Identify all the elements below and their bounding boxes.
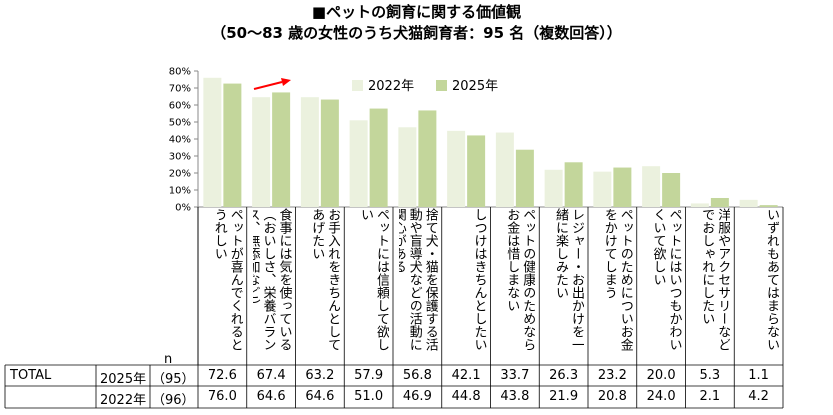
- table-cell: 23.2: [597, 368, 627, 383]
- bar-2025: [710, 197, 729, 207]
- bar-2025: [759, 205, 778, 207]
- y-tick-label: 50%: [169, 118, 191, 129]
- table-cell: 76.0: [207, 389, 237, 404]
- bar-2022: [203, 77, 222, 207]
- bar-2025: [223, 83, 242, 207]
- y-tick-label: 20%: [169, 169, 191, 180]
- bar-2022: [642, 166, 661, 207]
- y-tick-label: 40%: [169, 135, 191, 146]
- legend-swatch: [352, 80, 363, 91]
- legend-swatch: [436, 80, 447, 91]
- bar-2022: [690, 203, 709, 207]
- category-label: 食事には気を使っている（おいしさ、栄養バランス、無添加など）: [253, 208, 292, 351]
- bar-2025: [564, 162, 583, 207]
- table-cell: 44.8: [451, 389, 481, 404]
- category-label: レジャー・お出かけを一緒に楽しみたい: [553, 208, 584, 351]
- bar-2025: [369, 108, 388, 207]
- bar-2025: [418, 110, 437, 207]
- table-year-label: 2025年: [100, 372, 147, 387]
- bar-2022: [544, 169, 563, 207]
- y-tick-label: 80%: [169, 67, 191, 78]
- table-n-value: （95）: [152, 372, 195, 387]
- table-cell: 57.9: [354, 368, 384, 383]
- bar-2022: [349, 120, 368, 207]
- table-cell: 46.9: [402, 389, 432, 404]
- category-label: しつけはきちんとしたい: [471, 208, 487, 351]
- y-tick-label: 70%: [169, 84, 191, 95]
- bar-2025: [662, 173, 681, 207]
- bar-2022: [495, 132, 514, 207]
- y-tick-label: 0%: [175, 203, 191, 214]
- table-cell: 20.8: [597, 389, 627, 404]
- category-label: ペットには信頼して欲しい: [358, 208, 389, 351]
- trend-arrow-head: [281, 78, 291, 86]
- category-label: いずれもあてはまらない: [764, 208, 779, 351]
- table-cell: 67.4: [256, 368, 286, 383]
- table-cell: 4.2: [748, 389, 769, 404]
- total-label: TOTAL: [10, 368, 52, 383]
- bar-2025: [613, 167, 632, 207]
- y-tick-label: 60%: [169, 101, 191, 112]
- table-cell: 56.8: [402, 368, 432, 383]
- bar-2022: [300, 97, 319, 207]
- chart-title: ■ペットの飼育に関する価値観: [311, 3, 522, 21]
- legend-label: 2022年: [368, 79, 414, 94]
- table-cell: 26.3: [549, 368, 579, 383]
- category-label: ペットのためについお金をかけてしまう: [601, 208, 633, 351]
- table-cell: 2.1: [699, 389, 721, 404]
- bar-2025: [515, 149, 534, 207]
- bar-2025: [320, 99, 339, 207]
- bar-2022: [398, 127, 417, 207]
- table-cell: 64.6: [305, 389, 335, 404]
- y-tick-label: 30%: [169, 152, 191, 163]
- category-label: 捨て犬・猫を保護する活動や盲導犬などの活動に関心がある: [399, 208, 438, 351]
- category-label: ペットにはいつもかわいくいて欲しい: [650, 208, 682, 351]
- bar-2022: [252, 97, 271, 207]
- table-cell: 5.3: [699, 368, 721, 383]
- table-n-value: （96）: [152, 393, 195, 408]
- table-year-label: 2022年: [100, 393, 147, 408]
- category-label: 洋服やアクセサリーなどでおしゃれにしたい: [699, 208, 731, 351]
- table-cell: 43.8: [500, 389, 530, 404]
- table-cell: 24.0: [646, 389, 676, 404]
- trend-arrow-line: [253, 81, 283, 90]
- bar-2022: [739, 199, 758, 207]
- table-cell: 1.1: [748, 368, 769, 383]
- bar-2025: [467, 135, 486, 207]
- bar-2022: [447, 130, 466, 207]
- category-label: ペットが喜んでくれるとうれしい: [211, 208, 243, 351]
- table-cell: 42.1: [451, 368, 481, 383]
- table-cell: 21.9: [549, 389, 579, 404]
- bar-2025: [272, 92, 291, 207]
- category-label: お手入れをきちんとしてあげたい: [309, 208, 341, 351]
- bar-2022: [593, 171, 612, 207]
- table-cell: 20.0: [646, 368, 676, 383]
- n-header: n: [164, 352, 173, 367]
- legend-label: 2025年: [452, 79, 498, 94]
- table-cell: 51.0: [354, 389, 384, 404]
- table-cell: 33.7: [500, 368, 530, 383]
- chart-subtitle: （50～83 歳の女性のうち犬猫飼育者：95 名（複数回答））: [211, 24, 622, 42]
- y-tick-label: 10%: [169, 186, 191, 197]
- table-cell: 72.6: [207, 368, 237, 383]
- category-label: ペットの健康のためならお金は惜しまない: [504, 208, 536, 351]
- table-cell: 63.2: [305, 368, 335, 383]
- table-cell: 64.6: [256, 389, 286, 404]
